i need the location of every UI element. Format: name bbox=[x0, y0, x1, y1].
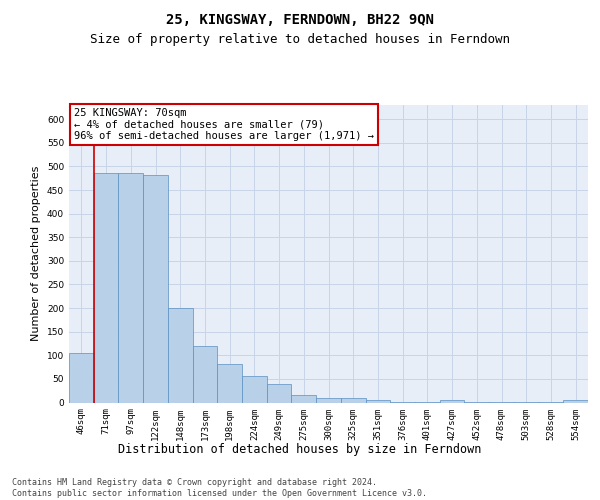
Bar bbox=[341, 398, 365, 402]
Bar bbox=[267, 384, 292, 402]
Text: Contains HM Land Registry data © Crown copyright and database right 2024.
Contai: Contains HM Land Registry data © Crown c… bbox=[12, 478, 427, 498]
Bar bbox=[143, 175, 168, 402]
Bar bbox=[94, 172, 118, 402]
Text: 25, KINGSWAY, FERNDOWN, BH22 9QN: 25, KINGSWAY, FERNDOWN, BH22 9QN bbox=[166, 12, 434, 26]
Bar bbox=[292, 396, 316, 402]
Bar bbox=[365, 400, 390, 402]
Text: Distribution of detached houses by size in Ferndown: Distribution of detached houses by size … bbox=[118, 442, 482, 456]
Bar bbox=[316, 398, 341, 402]
Bar bbox=[563, 400, 588, 402]
Bar bbox=[440, 400, 464, 402]
Bar bbox=[168, 308, 193, 402]
Bar bbox=[217, 364, 242, 403]
Text: Size of property relative to detached houses in Ferndown: Size of property relative to detached ho… bbox=[90, 32, 510, 46]
Bar bbox=[242, 376, 267, 402]
Text: 25 KINGSWAY: 70sqm
← 4% of detached houses are smaller (79)
96% of semi-detached: 25 KINGSWAY: 70sqm ← 4% of detached hous… bbox=[74, 108, 374, 141]
Bar bbox=[69, 353, 94, 403]
Y-axis label: Number of detached properties: Number of detached properties bbox=[31, 166, 41, 342]
Bar bbox=[118, 172, 143, 402]
Bar bbox=[193, 346, 217, 403]
